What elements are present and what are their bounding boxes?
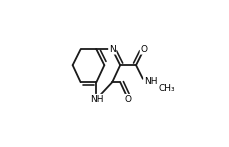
Text: NH: NH [144, 77, 158, 86]
Text: CH₃: CH₃ [158, 84, 175, 93]
Text: NH: NH [90, 95, 103, 104]
Text: N: N [109, 45, 116, 54]
Text: O: O [125, 95, 132, 104]
Text: O: O [140, 45, 147, 54]
